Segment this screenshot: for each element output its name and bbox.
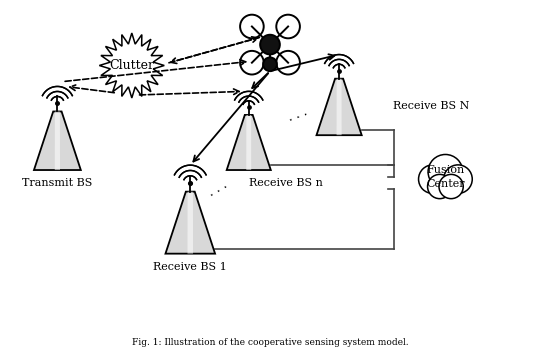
Text: Receive BS N: Receive BS N [393,101,470,111]
Polygon shape [246,115,251,170]
Circle shape [260,35,280,55]
Polygon shape [55,112,60,170]
Circle shape [418,165,447,193]
Polygon shape [316,79,362,135]
Text: Fusion
Center: Fusion Center [426,165,465,189]
Text: · · ·: · · · [287,109,310,128]
Polygon shape [165,192,215,254]
Circle shape [444,165,472,193]
Circle shape [428,154,463,189]
Text: Receive BS 1: Receive BS 1 [153,262,227,272]
Polygon shape [336,79,342,135]
Polygon shape [187,192,193,254]
Text: Transmit BS: Transmit BS [22,178,92,188]
Text: · · ·: · · · [208,182,231,203]
Text: Clutter: Clutter [109,59,154,72]
Circle shape [439,175,463,199]
Text: Receive BS n: Receive BS n [249,178,323,188]
Polygon shape [99,33,164,98]
Polygon shape [227,115,271,170]
Text: Fig. 1: Illustration of the cooperative sensing system model.: Fig. 1: Illustration of the cooperative … [132,338,408,347]
Circle shape [428,175,452,199]
Polygon shape [34,112,81,170]
Circle shape [263,57,277,71]
